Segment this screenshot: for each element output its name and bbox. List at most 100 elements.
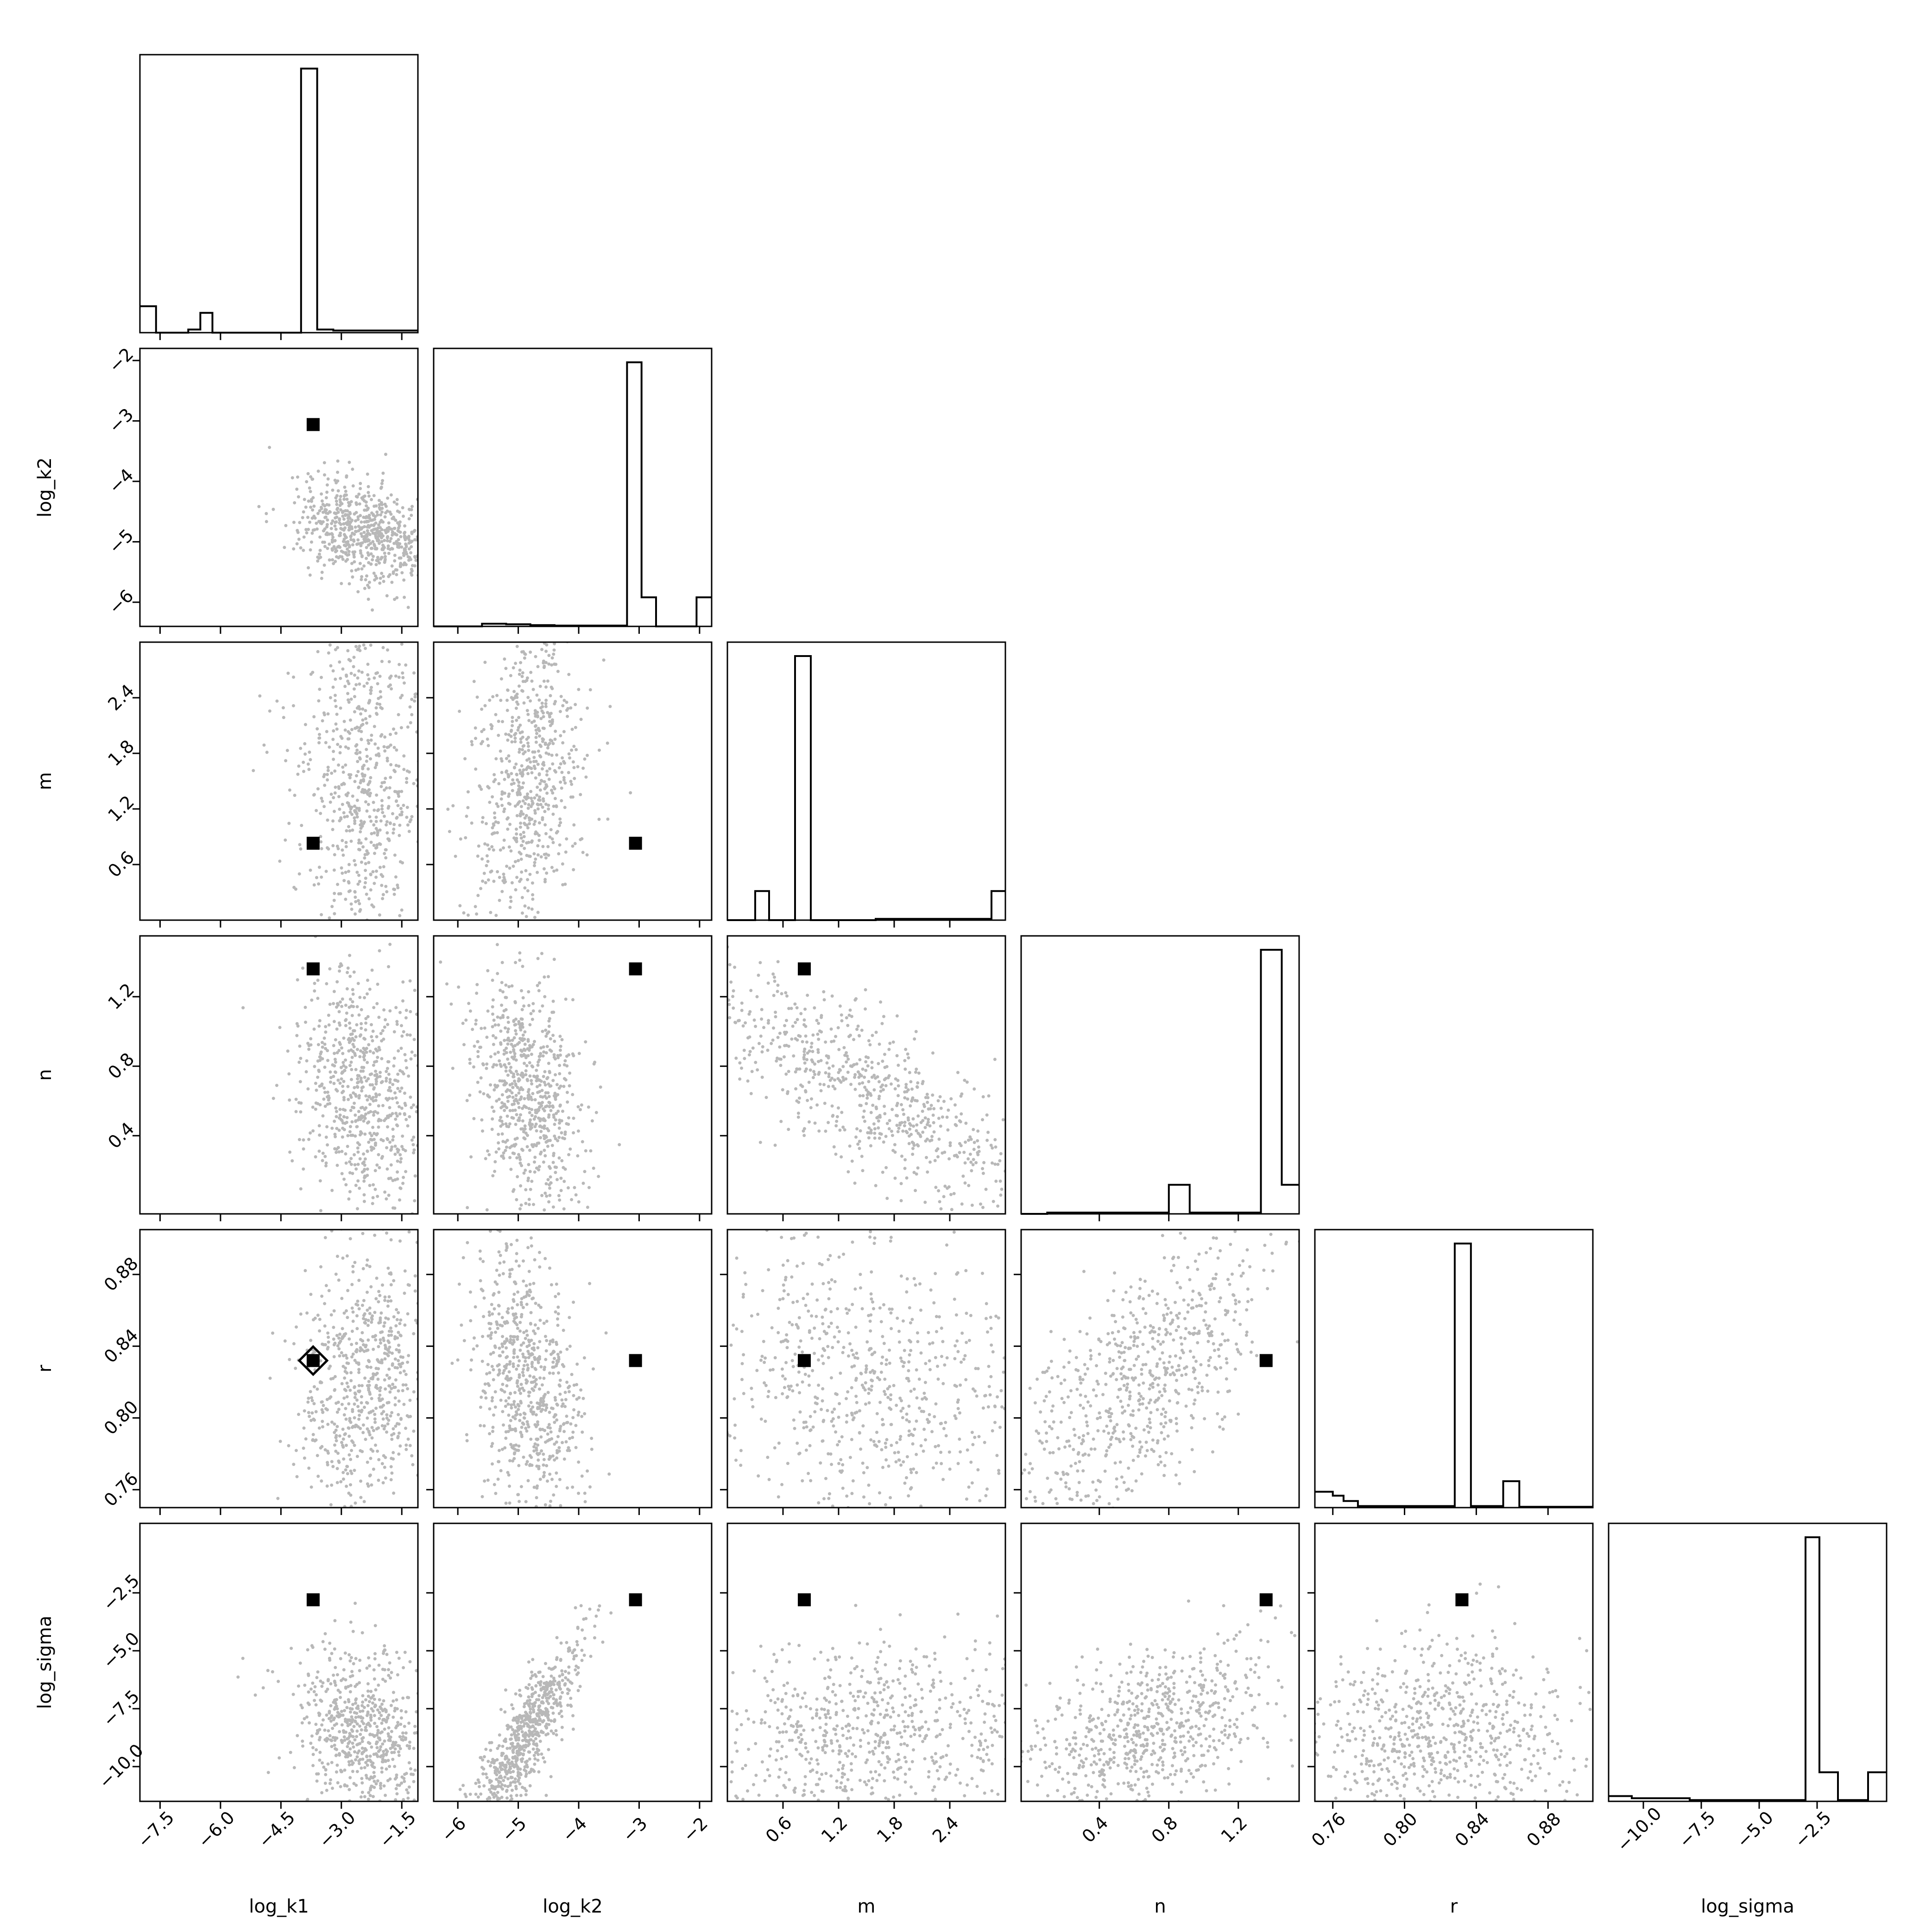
x-axis-label-log_k2: log_k2 <box>543 1896 603 1917</box>
y-tick-label: 0.8 <box>104 1049 138 1083</box>
x-axis-label-log_k1: log_k1 <box>249 1896 309 1917</box>
scatter-log_sigma-vs-n <box>1021 1593 1297 1801</box>
panel-frame-log_sigma-r <box>1314 1522 1594 1802</box>
x-tick-label: 0.84 <box>1451 1808 1493 1850</box>
histogram-r <box>1315 1243 1593 1508</box>
y-tick-label: −3 <box>105 404 138 437</box>
scatter-points <box>458 1604 613 1801</box>
x-tick-label: 1.2 <box>1217 1812 1251 1847</box>
histogram-step-log_k2 <box>434 361 712 627</box>
panel-frame-log_k1-log_k1 <box>139 54 419 334</box>
histogram-log_sigma <box>1609 1536 1887 1801</box>
panel-frame-log_sigma-log_sigma <box>1608 1522 1888 1802</box>
y-tick-label: 2.4 <box>104 680 138 714</box>
histogram-step-r <box>1315 1243 1593 1508</box>
y-axis-label-log_sigma: log_sigma <box>34 1616 56 1709</box>
histogram-n <box>1021 949 1299 1215</box>
scatter-points <box>439 943 621 1212</box>
x-tick-label: −2 <box>679 1813 712 1846</box>
scatter-m-vs-log_k2 <box>446 642 642 919</box>
histogram-m <box>727 655 1005 921</box>
histogram-step-m <box>727 655 1005 921</box>
x-tick-label: −3.0 <box>315 1807 359 1852</box>
scatter-points <box>268 1230 418 1508</box>
panel-frame-m-m <box>726 641 1006 921</box>
scatter-log_sigma-vs-log_k2 <box>458 1593 642 1801</box>
scatter-r-vs-log_k1 <box>268 1230 418 1508</box>
y-tick-label: −6 <box>105 586 138 619</box>
histogram-step-log_sigma <box>1609 1536 1887 1801</box>
y-tick-label: −5 <box>105 525 138 558</box>
scatter-r-vs-m <box>727 1230 1005 1508</box>
scatter-points <box>1021 1230 1299 1508</box>
panel-frame-n-log_k1 <box>139 935 419 1215</box>
x-tick-label: 1.2 <box>817 1812 852 1847</box>
truth-marker <box>306 1354 320 1367</box>
truth-marker <box>1259 1354 1273 1367</box>
x-tick-label: −4.5 <box>254 1807 299 1852</box>
y-tick-label: 0.4 <box>104 1118 138 1153</box>
scatter-n-vs-m <box>727 945 1005 1214</box>
scatter-m-vs-log_k1 <box>252 642 418 920</box>
scatter-log_sigma-vs-r <box>1315 1582 1592 1801</box>
x-tick-label: −7.5 <box>1675 1807 1719 1852</box>
panel-frame-log_sigma-n <box>1020 1522 1300 1802</box>
y-axis-label-n: n <box>34 1069 56 1080</box>
scatter-points <box>1021 1599 1297 1801</box>
scatter-log_sigma-vs-m <box>729 1593 1005 1801</box>
scatter-n-vs-log_k2 <box>439 943 642 1212</box>
x-axis-label-log_sigma: log_sigma <box>1701 1896 1794 1917</box>
truth-marker <box>306 837 320 850</box>
x-tick-label: 0.4 <box>1078 1812 1112 1847</box>
scatter-points <box>446 642 632 919</box>
scatter-points <box>727 945 1005 1214</box>
truth-marker <box>798 1354 811 1367</box>
scatter-points <box>252 642 418 920</box>
x-tick-label: 1.8 <box>873 1812 907 1847</box>
scatter-log_k2-vs-log_k1 <box>257 418 418 612</box>
histogram-step-log_k1 <box>140 68 418 334</box>
scatter-n-vs-log_k1 <box>241 936 418 1214</box>
scatter-r-vs-log_k2 <box>450 1230 642 1508</box>
histogram-step-n <box>1021 949 1299 1215</box>
truth-marker <box>306 1593 320 1606</box>
panel-frame-m-log_k1 <box>139 641 419 921</box>
panel-frame-log_sigma-log_k2 <box>433 1522 713 1802</box>
x-tick-label: −6.0 <box>194 1807 239 1852</box>
truth-marker <box>629 1354 642 1367</box>
histogram-log_k1 <box>140 68 418 334</box>
scatter-points <box>1315 1582 1592 1801</box>
x-tick-label: −7.5 <box>133 1807 178 1852</box>
panel-frame-r-n <box>1020 1229 1300 1509</box>
truth-marker <box>306 962 320 976</box>
scatter-log_sigma-vs-log_k1 <box>236 1593 418 1801</box>
panel-frame-r-log_k1 <box>139 1229 419 1509</box>
scatter-r-vs-n <box>1021 1230 1299 1508</box>
panel-frame-log_k2-log_k2 <box>433 347 713 627</box>
x-tick-label: 0.8 <box>1148 1812 1182 1847</box>
x-tick-label: −2.5 <box>1791 1807 1835 1852</box>
y-tick-label: 1.2 <box>104 791 138 826</box>
y-axis-label-log_k2: log_k2 <box>34 457 56 518</box>
x-tick-label: 0.6 <box>762 1812 796 1847</box>
panel-frame-n-log_k2 <box>433 935 713 1215</box>
y-tick-label: −2 <box>105 344 138 377</box>
panel-frame-r-log_k2 <box>433 1229 713 1509</box>
panel-frame-m-log_k2 <box>433 641 713 921</box>
x-axis-label-r: r <box>1450 1896 1458 1917</box>
x-tick-label: 2.4 <box>928 1812 963 1847</box>
truth-marker <box>798 1593 811 1606</box>
panel-frame-n-m <box>726 935 1006 1215</box>
panel-frame-r-r <box>1314 1229 1594 1509</box>
y-tick-label: 0.6 <box>104 847 138 881</box>
x-tick-label: −4 <box>558 1813 591 1846</box>
y-tick-label: 1.2 <box>104 979 138 1014</box>
panel-frame-log_sigma-log_k1 <box>139 1522 419 1802</box>
x-axis-label-m: m <box>858 1896 876 1917</box>
x-tick-label: −3 <box>619 1813 651 1846</box>
truth-marker <box>1455 1593 1469 1606</box>
truth-marker <box>798 962 811 976</box>
x-tick-label: −5 <box>498 1813 530 1846</box>
truth-marker <box>1259 1593 1273 1606</box>
